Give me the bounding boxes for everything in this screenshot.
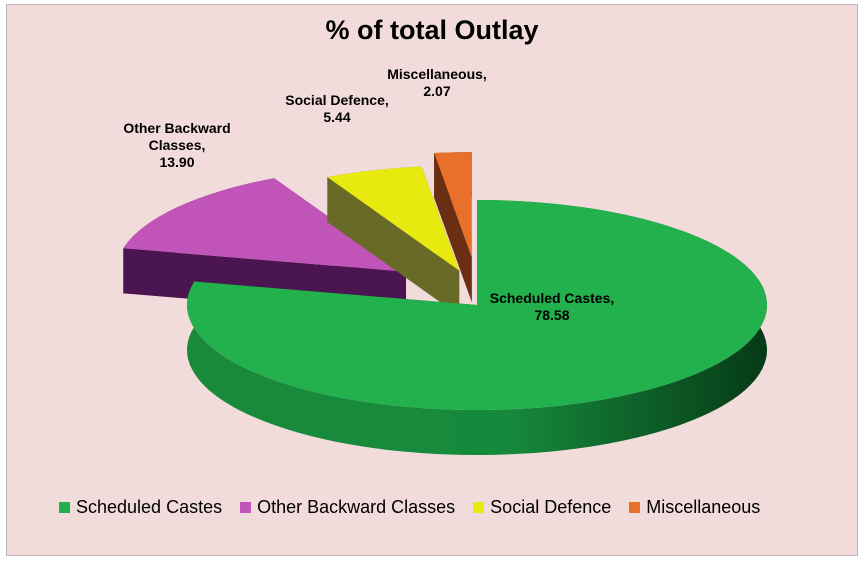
legend-item-scheduled-castes: Scheduled Castes (59, 497, 222, 518)
data-label-line: Social Defence, (285, 92, 389, 108)
data-label-miscellaneous: Miscellaneous, 2.07 (387, 66, 487, 99)
slice-top-social-defence (327, 166, 460, 271)
slice-scheduled-castes (186, 200, 767, 455)
slice-miscellaneous (434, 152, 472, 303)
slice-face-social-defence (327, 177, 460, 316)
data-label-line: Other Backward (123, 120, 230, 136)
legend-swatch-other-backward-classes (240, 502, 252, 513)
slice-top-scheduled-castes (186, 200, 767, 411)
data-label-line: Miscellaneous, (387, 66, 487, 82)
data-label-line: 78.58 (534, 307, 569, 323)
chart-title: % of total Outlay (325, 15, 539, 45)
legend-swatch-scheduled-castes (59, 502, 70, 513)
data-label-line: Scheduled Castes, (490, 290, 615, 306)
chart-frame: % of total Outlay Scheduled Castes, 78.58… (6, 4, 858, 556)
pie-chart: Scheduled Castes, 78.58 Other Backward Clas… (123, 66, 767, 455)
legend-swatch-social-defence (473, 502, 485, 513)
slice-top-miscellaneous (434, 152, 472, 258)
legend-item-other-backward-classes: Other Backward Classes (240, 497, 455, 518)
data-label-scheduled-castes: Scheduled Castes, 78.58 (490, 290, 615, 323)
legend-item-miscellaneous: Miscellaneous (629, 497, 760, 518)
slice-face-miscellaneous (434, 152, 472, 303)
legend-swatch-miscellaneous (629, 502, 641, 513)
legend-label-social-defence: Social Defence (490, 497, 612, 517)
legend-label-miscellaneous: Miscellaneous (646, 497, 761, 517)
data-label-other-backward-classes: Other Backward Classes, 13.90 (123, 120, 230, 170)
data-label-line: 13.90 (159, 154, 194, 170)
legend-label-other-backward-classes: Other Backward Classes (257, 497, 456, 517)
slice-social-defence (327, 166, 460, 316)
slice-top-other-backward-classes (123, 178, 407, 272)
data-label-social-defence: Social Defence, 5.44 (285, 92, 389, 125)
data-label-line: Classes, (149, 137, 206, 153)
legend-item-social-defence: Social Defence (473, 497, 611, 518)
legend-label-scheduled-castes: Scheduled Castes (76, 497, 223, 517)
legend: Scheduled Castes Other Backward Classes … (59, 497, 778, 518)
data-label-line: 2.07 (423, 83, 450, 99)
data-label-line: 5.44 (323, 109, 350, 125)
